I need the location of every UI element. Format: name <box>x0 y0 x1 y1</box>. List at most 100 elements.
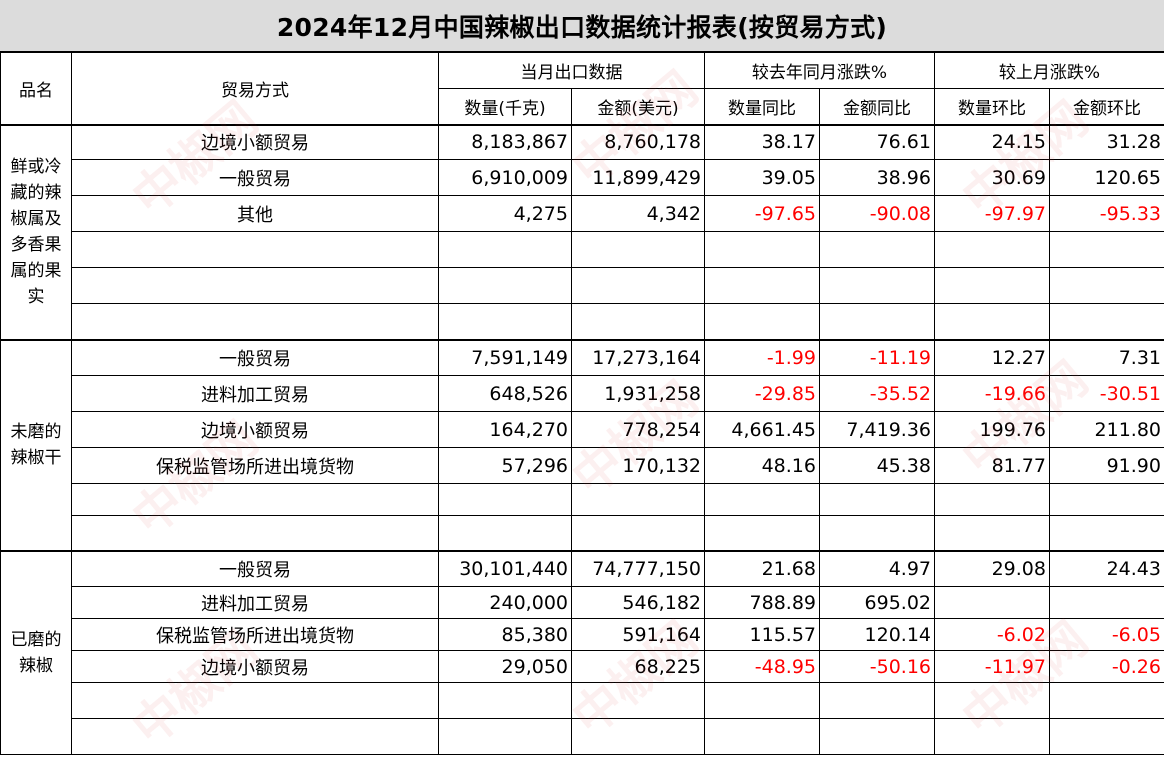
cell-amount <box>572 268 705 304</box>
cell-amt-mom: 24.43 <box>1050 551 1164 587</box>
cell-amt-yoy <box>820 516 935 551</box>
cell-qty: 648,526 <box>439 376 572 412</box>
trade-mode-cell: 进料加工贸易 <box>72 587 439 619</box>
product-name-cell: 鲜或冷藏的辣椒属及多香果属的果实 <box>1 125 72 340</box>
cell-amt-mom: 7.31 <box>1050 340 1164 376</box>
cell-amt-mom: -0.26 <box>1050 651 1164 683</box>
cell-qty-yoy <box>705 719 820 755</box>
cell-qty <box>439 268 572 304</box>
cell-amt-yoy: 120.14 <box>820 619 935 651</box>
trade-mode-cell <box>72 268 439 304</box>
cell-qty <box>439 516 572 551</box>
cell-amt-mom: -95.33 <box>1050 196 1164 232</box>
header-current-month: 当月出口数据 <box>439 53 705 89</box>
table-row <box>1 516 1164 551</box>
trade-mode-cell: 一般贸易 <box>72 340 439 376</box>
cell-qty <box>439 232 572 268</box>
cell-qty-mom <box>935 587 1050 619</box>
cell-qty-yoy: -29.85 <box>705 376 820 412</box>
cell-amt-yoy <box>820 683 935 719</box>
cell-qty-yoy: 4,661.45 <box>705 412 820 448</box>
cell-qty-yoy <box>705 516 820 551</box>
cell-amount: 1,931,258 <box>572 376 705 412</box>
cell-qty-mom: -97.97 <box>935 196 1050 232</box>
cell-amt-yoy: 45.38 <box>820 448 935 484</box>
cell-qty <box>439 683 572 719</box>
cell-amt-yoy: 76.61 <box>820 125 935 160</box>
cell-amt-mom <box>1050 683 1164 719</box>
cell-amt-yoy: 695.02 <box>820 587 935 619</box>
cell-amount: 11,899,429 <box>572 160 705 196</box>
cell-qty: 8,183,867 <box>439 125 572 160</box>
cell-qty-yoy <box>705 484 820 516</box>
header-amt-yoy: 金额同比 <box>820 89 935 125</box>
header-qty-mom: 数量环比 <box>935 89 1050 125</box>
cell-qty <box>439 484 572 516</box>
cell-amt-yoy <box>820 232 935 268</box>
cell-qty: 85,380 <box>439 619 572 651</box>
cell-qty: 29,050 <box>439 651 572 683</box>
header-qty-yoy: 数量同比 <box>705 89 820 125</box>
cell-qty-yoy: 115.57 <box>705 619 820 651</box>
cell-qty: 240,000 <box>439 587 572 619</box>
cell-qty-yoy <box>705 232 820 268</box>
cell-amt-mom <box>1050 516 1164 551</box>
cell-qty-yoy: 48.16 <box>705 448 820 484</box>
cell-qty-mom: -11.97 <box>935 651 1050 683</box>
trade-mode-cell: 一般贸易 <box>72 551 439 587</box>
header-mom: 较上月涨跌% <box>935 53 1164 89</box>
header-trade-mode: 贸易方式 <box>72 53 439 125</box>
cell-amount <box>572 232 705 268</box>
cell-qty-mom <box>935 268 1050 304</box>
cell-amt-yoy <box>820 268 935 304</box>
table-row <box>1 268 1164 304</box>
cell-qty-mom: 81.77 <box>935 448 1050 484</box>
cell-qty-mom: -19.66 <box>935 376 1050 412</box>
trade-mode-cell: 边境小额贸易 <box>72 125 439 160</box>
cell-qty: 4,275 <box>439 196 572 232</box>
cell-amount <box>572 683 705 719</box>
cell-amt-yoy: -50.16 <box>820 651 935 683</box>
cell-qty-mom: 29.08 <box>935 551 1050 587</box>
header-amount: 金额(美元) <box>572 89 705 125</box>
cell-qty-mom: 12.27 <box>935 340 1050 376</box>
trade-mode-cell: 边境小额贸易 <box>72 412 439 448</box>
cell-amt-mom: -6.05 <box>1050 619 1164 651</box>
header-amt-mom: 金额环比 <box>1050 89 1164 125</box>
cell-amt-yoy: 4.97 <box>820 551 935 587</box>
cell-qty-mom: 24.15 <box>935 125 1050 160</box>
cell-qty: 7,591,149 <box>439 340 572 376</box>
trade-mode-cell: 其他 <box>72 196 439 232</box>
header-yoy: 较去年同月涨跌% <box>705 53 935 89</box>
cell-amount <box>572 719 705 755</box>
table-row <box>1 719 1164 755</box>
cell-amt-mom <box>1050 484 1164 516</box>
cell-qty <box>439 719 572 755</box>
cell-amount <box>572 304 705 340</box>
cell-amount: 74,777,150 <box>572 551 705 587</box>
report-table: 品名 贸易方式 当月出口数据 较去年同月涨跌% 较上月涨跌% 数量(千克) 金额… <box>0 52 1164 755</box>
cell-qty-mom: -6.02 <box>935 619 1050 651</box>
product-name-cell: 未磨的辣椒干 <box>1 340 72 551</box>
header-product: 品名 <box>1 53 72 125</box>
trade-mode-cell <box>72 516 439 551</box>
table-row <box>1 232 1164 268</box>
cell-amt-yoy <box>820 484 935 516</box>
cell-qty: 164,270 <box>439 412 572 448</box>
cell-qty-yoy: 21.68 <box>705 551 820 587</box>
cell-amount: 778,254 <box>572 412 705 448</box>
cell-qty-yoy: -97.65 <box>705 196 820 232</box>
cell-amt-yoy <box>820 719 935 755</box>
cell-amount <box>572 484 705 516</box>
cell-qty-mom <box>935 719 1050 755</box>
trade-mode-cell <box>72 304 439 340</box>
